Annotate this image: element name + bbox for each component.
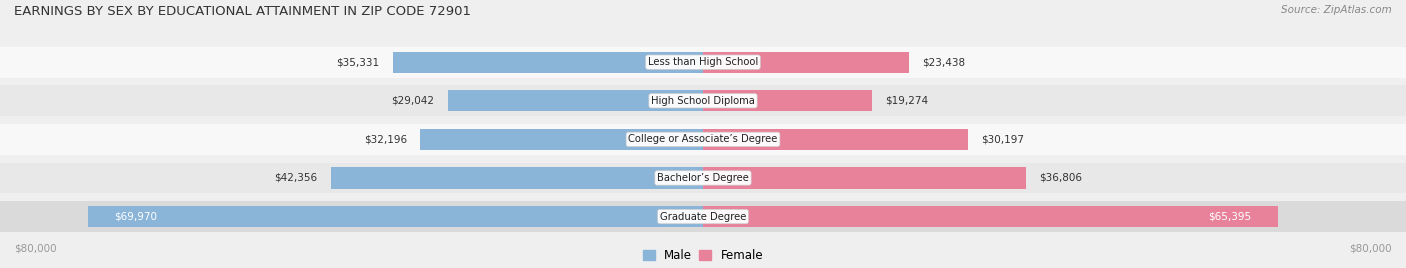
Text: $30,197: $30,197 (981, 134, 1025, 144)
Bar (392, 51, 703, 73)
Bar (0, 85, 1406, 116)
Text: College or Associate’s Degree: College or Associate’s Degree (628, 134, 778, 144)
Legend: Male, Female: Male, Female (643, 249, 763, 262)
Text: Source: ZipAtlas.com: Source: ZipAtlas.com (1281, 5, 1392, 15)
Bar (0, 47, 1406, 78)
Text: $36,806: $36,806 (1039, 173, 1083, 183)
Text: $23,438: $23,438 (922, 57, 966, 67)
Text: $69,970: $69,970 (114, 211, 157, 222)
Text: $29,042: $29,042 (392, 96, 434, 106)
Bar (330, 167, 703, 189)
Bar (89, 206, 703, 227)
Text: $42,356: $42,356 (274, 173, 318, 183)
Text: Bachelor’s Degree: Bachelor’s Degree (657, 173, 749, 183)
Bar (703, 206, 1278, 227)
Bar (0, 124, 1406, 155)
Text: $19,274: $19,274 (886, 96, 929, 106)
Bar (703, 129, 969, 150)
Text: $32,196: $32,196 (364, 134, 406, 144)
Text: $80,000: $80,000 (1350, 244, 1392, 254)
Text: $65,395: $65,395 (1208, 211, 1251, 222)
Text: Less than High School: Less than High School (648, 57, 758, 67)
Bar (0, 162, 1406, 193)
Bar (0, 201, 1406, 232)
Text: $80,000: $80,000 (14, 244, 56, 254)
Text: High School Diploma: High School Diploma (651, 96, 755, 106)
Bar (703, 51, 908, 73)
Text: Graduate Degree: Graduate Degree (659, 211, 747, 222)
Text: $35,331: $35,331 (336, 57, 380, 67)
Bar (447, 90, 703, 111)
Text: EARNINGS BY SEX BY EDUCATIONAL ATTAINMENT IN ZIP CODE 72901: EARNINGS BY SEX BY EDUCATIONAL ATTAINMEN… (14, 5, 471, 18)
Bar (420, 129, 703, 150)
Bar (703, 167, 1026, 189)
Bar (703, 90, 872, 111)
